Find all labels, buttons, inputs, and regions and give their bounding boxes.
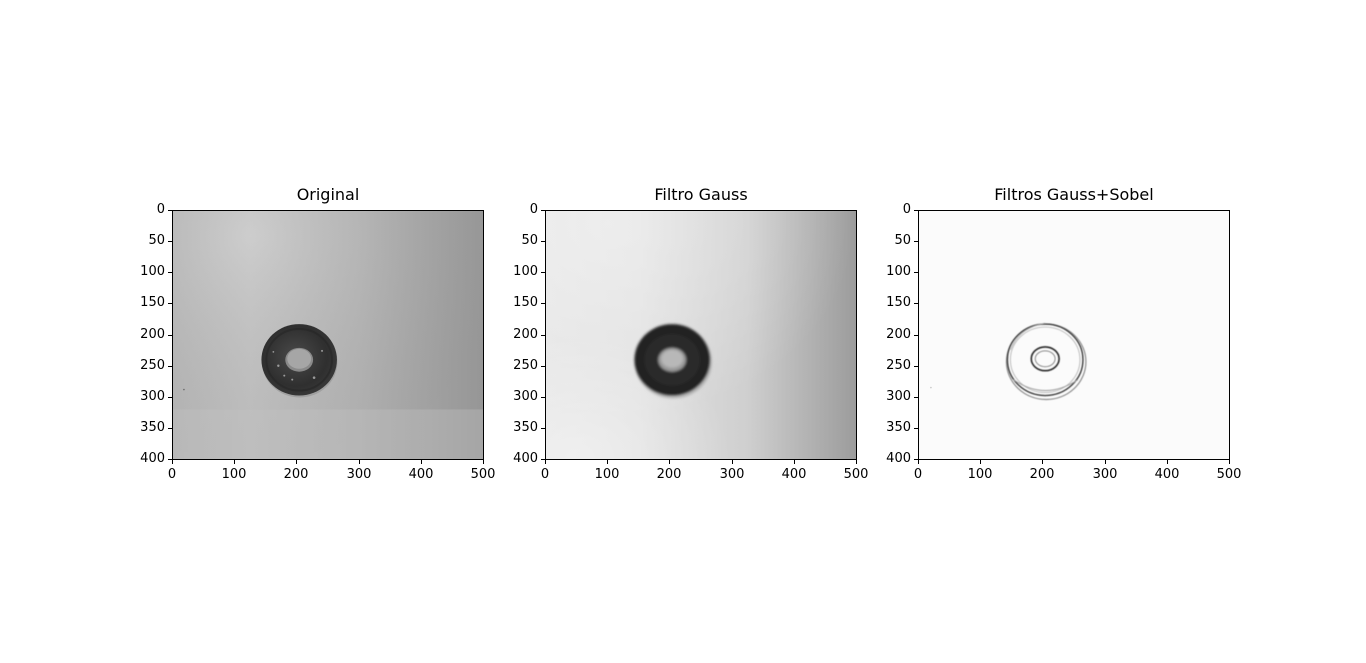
x-tick-label-original: 300 — [346, 467, 372, 482]
x-tick-mark — [856, 460, 857, 464]
y-tick-label-original: 0 — [156, 202, 165, 217]
panel-title-sobel: Filtros Gauss+Sobel — [994, 185, 1154, 204]
x-tick-mark — [607, 460, 608, 464]
y-tick-label-original: 100 — [140, 264, 165, 279]
x-tick-label-gauss: 200 — [656, 467, 682, 482]
y-tick-label-original: 400 — [140, 451, 165, 466]
panel-title-original: Original — [296, 185, 360, 204]
y-tick-label-original: 50 — [148, 233, 165, 248]
x-tick-mark — [1167, 460, 1168, 464]
x-tick-mark — [1229, 460, 1230, 464]
image-sobel — [918, 210, 1230, 460]
y-tick-label-gauss: 350 — [513, 420, 538, 435]
panel-title-gauss: Filtro Gauss — [654, 185, 748, 204]
x-tick-mark — [421, 460, 422, 464]
x-tick-mark — [545, 460, 546, 464]
y-tick-label-original: 300 — [140, 389, 165, 404]
y-tick-label-gauss: 0 — [529, 202, 538, 217]
y-tick-label-sobel: 350 — [886, 420, 911, 435]
x-tick-mark — [296, 460, 297, 464]
x-tick-label-original: 200 — [283, 467, 309, 482]
x-tick-label-gauss: 300 — [719, 467, 745, 482]
x-tick-mark — [172, 460, 173, 464]
x-tick-label-original: 500 — [470, 467, 496, 482]
y-tick-label-sobel: 50 — [894, 233, 911, 248]
x-tick-mark — [1105, 460, 1106, 464]
x-tick-label-gauss: 500 — [843, 467, 869, 482]
x-tick-mark — [669, 460, 670, 464]
x-tick-label-original: 100 — [221, 467, 247, 482]
x-tick-mark — [483, 460, 484, 464]
y-tick-label-sobel: 100 — [886, 264, 911, 279]
x-tick-label-sobel: 200 — [1029, 467, 1055, 482]
y-tick-label-original: 250 — [140, 358, 165, 373]
x-tick-label-gauss: 0 — [540, 467, 550, 482]
y-tick-label-gauss: 200 — [513, 327, 538, 342]
x-tick-label-original: 400 — [408, 467, 434, 482]
image-original — [172, 210, 484, 460]
x-tick-mark — [234, 460, 235, 464]
x-tick-label-sobel: 400 — [1154, 467, 1180, 482]
x-tick-label-sobel: 100 — [967, 467, 993, 482]
y-tick-label-gauss: 100 — [513, 264, 538, 279]
y-tick-label-gauss: 250 — [513, 358, 538, 373]
x-tick-mark — [732, 460, 733, 464]
y-tick-label-sobel: 400 — [886, 451, 911, 466]
x-tick-label-sobel: 500 — [1216, 467, 1242, 482]
y-tick-label-gauss: 400 — [513, 451, 538, 466]
x-tick-mark — [980, 460, 981, 464]
x-tick-mark — [794, 460, 795, 464]
x-tick-label-gauss: 400 — [781, 467, 807, 482]
y-tick-label-sobel: 300 — [886, 389, 911, 404]
y-tick-label-gauss: 50 — [521, 233, 538, 248]
y-tick-label-sobel: 0 — [902, 202, 911, 217]
x-tick-label-original: 0 — [167, 467, 177, 482]
y-tick-label-original: 150 — [140, 295, 165, 310]
y-tick-label-original: 350 — [140, 420, 165, 435]
y-tick-label-sobel: 150 — [886, 295, 911, 310]
y-tick-label-original: 200 — [140, 327, 165, 342]
x-tick-label-gauss: 100 — [594, 467, 620, 482]
x-tick-mark — [1042, 460, 1043, 464]
x-tick-mark — [359, 460, 360, 464]
x-tick-label-sobel: 0 — [913, 467, 923, 482]
y-tick-label-gauss: 150 — [513, 295, 538, 310]
x-tick-label-sobel: 300 — [1092, 467, 1118, 482]
y-tick-label-gauss: 300 — [513, 389, 538, 404]
y-tick-label-sobel: 250 — [886, 358, 911, 373]
image-gauss — [545, 210, 857, 460]
y-tick-label-sobel: 200 — [886, 327, 911, 342]
x-tick-mark — [918, 460, 919, 464]
